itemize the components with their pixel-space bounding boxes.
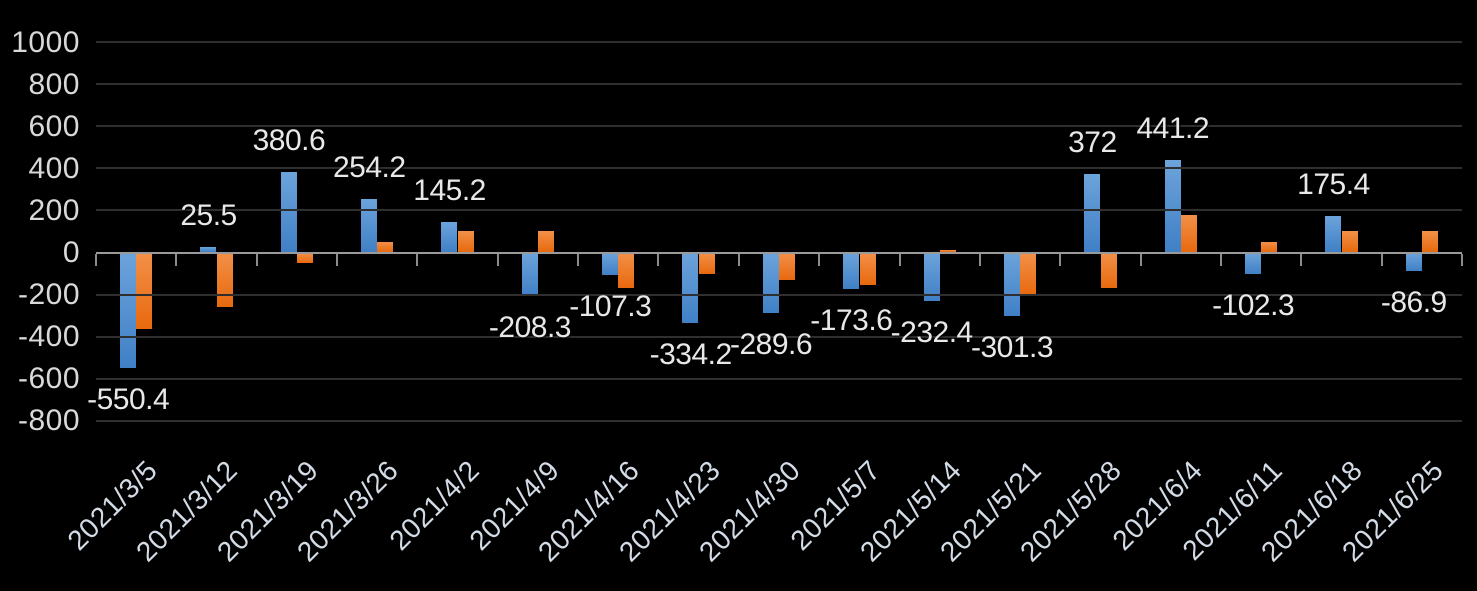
series1-bar[interactable]: [1084, 174, 1101, 253]
series2-bar[interactable]: [698, 252, 715, 274]
x-axis-tick: [416, 253, 419, 266]
data-label: -86.9: [1380, 285, 1447, 319]
series1-bar[interactable]: [1405, 252, 1422, 271]
series2-bar[interactable]: [618, 252, 635, 289]
series2-bar[interactable]: [1100, 252, 1117, 289]
data-label: -102.3: [1212, 289, 1295, 323]
y-gridline: [96, 125, 1462, 128]
series1-bar[interactable]: [1003, 252, 1020, 316]
y-axis-tick-label: 400: [28, 151, 80, 185]
x-axis-tick: [255, 253, 258, 266]
series2-bar[interactable]: [939, 250, 956, 253]
x-axis-tick: [496, 253, 499, 266]
y-gridline: [96, 41, 1462, 43]
series1-bar[interactable]: [200, 247, 217, 253]
series1-bar[interactable]: [441, 221, 458, 253]
y-gridline: [96, 167, 1462, 170]
series1-bar[interactable]: [602, 252, 619, 276]
y-axis-tick-label: 0: [62, 236, 80, 269]
y-gridline: [96, 83, 1462, 86]
y-gridline: [96, 293, 1462, 296]
data-label: -334.2: [649, 337, 733, 371]
x-axis-tick: [1461, 253, 1463, 266]
y-axis-tick-label: -600: [17, 362, 80, 396]
x-axis-tick: [175, 253, 178, 266]
y-axis-tick-label: 200: [28, 193, 80, 227]
y-gridline: [96, 377, 1462, 380]
x-axis-tick: [1059, 253, 1062, 266]
series1-bar[interactable]: [361, 198, 378, 253]
y-axis-tick-label: -200: [17, 278, 80, 312]
series2-bar[interactable]: [779, 252, 796, 280]
data-label: -289.6: [729, 328, 813, 362]
series1-bar[interactable]: [923, 252, 940, 302]
series2-bar[interactable]: [136, 252, 153, 330]
data-label: -107.3: [569, 290, 652, 324]
series2-bar[interactable]: [216, 252, 233, 308]
x-axis-tick: [737, 253, 740, 266]
y-axis-tick-label: 800: [28, 67, 80, 101]
y-axis-tick-label: -400: [17, 320, 80, 354]
x-axis-tick: [898, 253, 901, 266]
data-label: -232.4: [890, 316, 974, 350]
data-label: -173.6: [810, 304, 893, 338]
series1-bar[interactable]: [843, 252, 860, 290]
series1-bar[interactable]: [280, 172, 297, 253]
data-label: 372: [1068, 126, 1117, 160]
series2-bar[interactable]: [457, 231, 474, 253]
series1-bar[interactable]: [1325, 215, 1342, 253]
y-axis-tick-label: 600: [28, 109, 80, 143]
series2-bar[interactable]: [1020, 252, 1037, 295]
series1-bar[interactable]: [521, 252, 538, 297]
series2-bar[interactable]: [1261, 241, 1278, 253]
data-label: 175.4: [1297, 167, 1370, 201]
y-gridline: [96, 419, 1462, 422]
series2-bar[interactable]: [538, 231, 555, 253]
x-axis-zero-line: [96, 251, 1462, 254]
series1-bar[interactable]: [1244, 252, 1261, 275]
series2-bar[interactable]: [1341, 231, 1358, 253]
series1-bar[interactable]: [682, 252, 699, 323]
x-axis-tick: [657, 253, 660, 266]
x-axis-tick: [978, 253, 981, 266]
series2-bar[interactable]: [377, 241, 394, 253]
x-axis-tick: [95, 253, 97, 266]
series1-bar[interactable]: [1164, 159, 1181, 253]
series2-bar[interactable]: [1180, 214, 1197, 253]
x-axis-tick: [1300, 253, 1303, 266]
data-label: -208.3: [488, 311, 572, 345]
y-axis-tick-label: 1000: [11, 25, 80, 59]
data-label: 441.2: [1136, 111, 1210, 145]
data-label: 380.6: [252, 124, 326, 158]
data-label: 25.5: [180, 199, 237, 233]
data-label: 254.2: [332, 150, 406, 184]
data-label: -301.3: [971, 330, 1054, 364]
series2-bar[interactable]: [859, 252, 876, 286]
y-gridline: [96, 335, 1462, 338]
data-label: -550.4: [87, 383, 170, 417]
y-gridline: [96, 209, 1462, 212]
x-axis-tick: [577, 253, 580, 266]
x-axis-tick: [336, 253, 339, 266]
series1-bar[interactable]: [119, 252, 136, 369]
x-axis-tick: [818, 253, 821, 266]
y-axis-tick-label: -800: [17, 404, 80, 438]
series2-bar[interactable]: [297, 252, 314, 264]
series2-bar[interactable]: [1422, 231, 1439, 253]
data-label: 145.2: [413, 173, 486, 207]
x-axis-tick: [1380, 253, 1383, 266]
x-axis-tick: [1139, 253, 1142, 266]
x-axis-tick: [1219, 253, 1222, 266]
series1-bar[interactable]: [762, 252, 779, 314]
